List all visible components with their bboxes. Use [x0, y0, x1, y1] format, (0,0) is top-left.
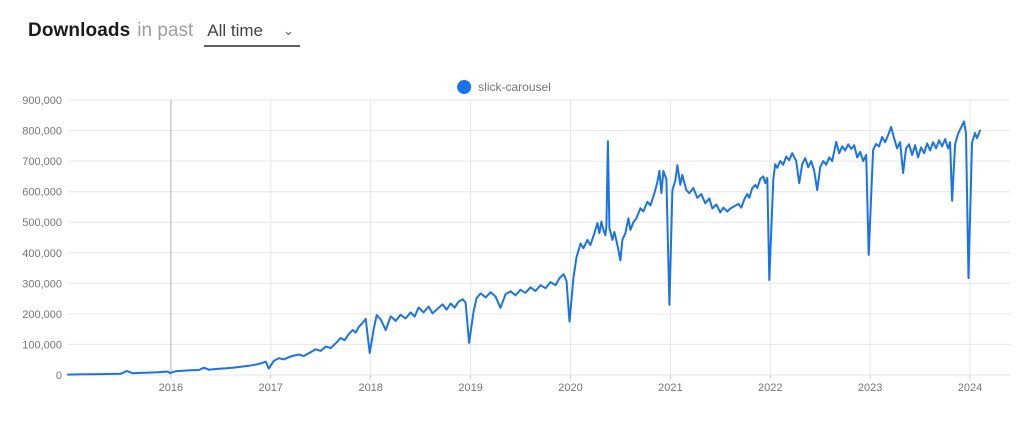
x-axis-tick-label: 2023 [858, 382, 882, 394]
x-axis-tick-label: 2021 [658, 382, 682, 394]
y-axis-tick-label: 600,000 [22, 187, 62, 199]
y-axis-tick-label: 700,000 [22, 156, 62, 168]
chevron-down-icon: ⌄ [282, 23, 294, 38]
y-axis-tick-label: 100,000 [22, 339, 62, 351]
downloads-title: Downloads [28, 20, 131, 41]
legend: slick-carousel [457, 80, 551, 94]
y-axis-tick-label: 800,000 [22, 126, 62, 138]
x-axis-tick-label: 2017 [259, 382, 283, 394]
x-axis-tick-label: 2020 [558, 382, 582, 394]
legend-item-slick-carousel[interactable]: slick-carousel [457, 80, 551, 94]
x-axis-tick-label: 2018 [358, 382, 382, 394]
y-axis-tick-label: 0 [56, 370, 62, 382]
series-line-slick-carousel[interactable] [67, 120, 981, 376]
y-axis-tick-label: 200,000 [22, 309, 62, 321]
x-axis-tick-label: 2024 [958, 382, 982, 394]
y-axis-tick-label: 400,000 [22, 248, 62, 260]
x-axis-tick-label: 2022 [758, 382, 782, 394]
y-axis-tick-label: 300,000 [22, 278, 62, 290]
y-axis-tick-label: 900,000 [22, 95, 62, 107]
period-select-value: All time [207, 21, 263, 40]
legend-label: slick-carousel [478, 80, 551, 94]
y-axis-tick-label: 500,000 [22, 217, 62, 229]
x-axis-tick-label: 2019 [458, 382, 482, 394]
page-header: Downloads in past All time ⌄ [28, 20, 300, 47]
period-label: in past [137, 20, 194, 41]
x-axis-tick-label: 2016 [159, 382, 183, 394]
legend-marker-icon [457, 80, 472, 94]
period-select[interactable]: All time ⌄ [204, 21, 300, 47]
